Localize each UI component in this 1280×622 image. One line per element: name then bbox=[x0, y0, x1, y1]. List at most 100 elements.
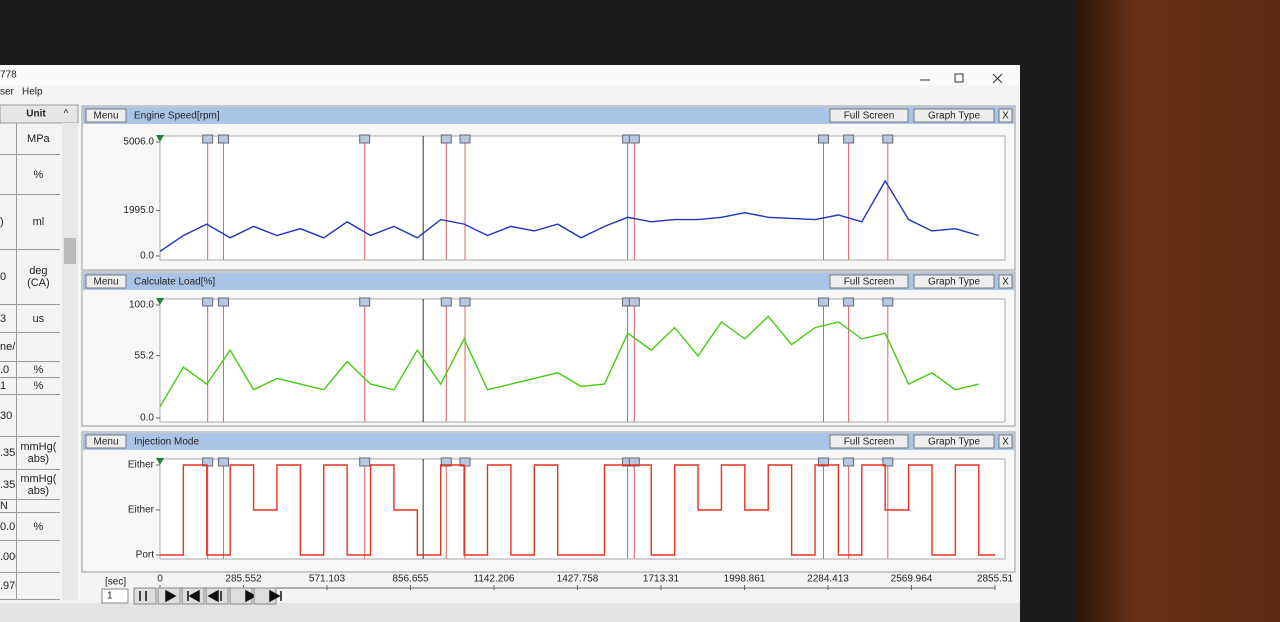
step-value[interactable]: 1 bbox=[107, 591, 113, 602]
close-panel-button[interactable] bbox=[998, 434, 1013, 449]
table-row: ) ml bbox=[0, 195, 60, 250]
table-row: .970 bbox=[0, 573, 60, 600]
graph-type-button[interactable] bbox=[913, 274, 995, 289]
menu-button[interactable] bbox=[85, 274, 127, 289]
full-screen-label[interactable]: Full Screen bbox=[844, 111, 895, 122]
event-flag bbox=[882, 297, 894, 307]
y-tick-label: 0.0 bbox=[140, 251, 154, 262]
event-flag bbox=[843, 134, 855, 144]
title-bar bbox=[0, 65, 1020, 85]
y-tick-label: 5006.0 bbox=[123, 137, 154, 148]
playback-icon bbox=[165, 589, 177, 603]
x-tick-label: 571.103 bbox=[309, 574, 346, 585]
close-panel-label[interactable]: X bbox=[1002, 277, 1009, 288]
row-value: N bbox=[0, 500, 17, 512]
playback-icon bbox=[269, 589, 282, 603]
wall bbox=[1075, 0, 1280, 622]
full-screen-label[interactable]: Full Screen bbox=[844, 277, 895, 288]
plot-area bbox=[159, 298, 1006, 423]
table-row: 1% bbox=[0, 378, 60, 395]
row-unit: ml bbox=[32, 216, 45, 228]
row-value: .355 bbox=[0, 437, 17, 469]
row-value: 1 bbox=[0, 378, 17, 394]
row-unit: % bbox=[33, 380, 44, 392]
close-panel-button[interactable] bbox=[998, 108, 1013, 123]
graph-type-label[interactable]: Graph Type bbox=[928, 111, 981, 122]
menu-button-label[interactable]: Menu bbox=[93, 111, 118, 122]
x-axis-label: [sec] bbox=[105, 577, 126, 588]
close-panel-label[interactable]: X bbox=[1002, 437, 1009, 448]
row-unit: MPa bbox=[27, 132, 50, 145]
event-flag bbox=[628, 297, 640, 307]
start-flag bbox=[156, 458, 164, 465]
event-flag bbox=[459, 134, 471, 144]
playback-button[interactable] bbox=[133, 587, 157, 605]
plot-area bbox=[159, 458, 1006, 560]
table-header-unit: Unit bbox=[26, 109, 46, 120]
event-flag bbox=[440, 134, 452, 144]
full-screen-button[interactable] bbox=[829, 274, 909, 289]
event-flag bbox=[817, 297, 829, 307]
close-window-button[interactable] bbox=[992, 73, 1003, 84]
table-header bbox=[0, 104, 79, 124]
event-flag bbox=[359, 297, 371, 307]
menu-button-label[interactable]: Menu bbox=[93, 277, 118, 288]
close-panel-button[interactable] bbox=[998, 274, 1013, 289]
row-unit: % bbox=[33, 363, 44, 376]
x-tick-label: 2284.413 bbox=[807, 574, 849, 585]
event-flag bbox=[217, 134, 229, 144]
window-title: 778 bbox=[0, 70, 17, 81]
table-row: 0 deg (CA) bbox=[0, 250, 60, 305]
maximize-button[interactable] bbox=[954, 73, 964, 83]
table-row: 30 bbox=[0, 395, 60, 437]
event-flag bbox=[217, 457, 229, 467]
scroll-up[interactable]: ^ bbox=[64, 109, 69, 120]
menu-button[interactable] bbox=[85, 108, 127, 123]
event-flag bbox=[359, 134, 371, 144]
row-unit: mmHg( abs) bbox=[20, 472, 57, 497]
row-unit: % bbox=[33, 168, 44, 181]
row-unit: deg (CA) bbox=[27, 265, 50, 289]
table-row: ne/ ol bbox=[0, 333, 60, 362]
menu-button-label[interactable]: Menu bbox=[93, 437, 118, 448]
row-value: .355 bbox=[0, 470, 17, 499]
menu-item[interactable]: ser bbox=[0, 87, 15, 98]
close-panel-label[interactable]: X bbox=[1002, 111, 1009, 122]
y-tick-label: 100.0 bbox=[129, 300, 154, 311]
y-tick-label: 55.2 bbox=[135, 350, 155, 361]
row-unit: mmHg( abs) bbox=[20, 441, 57, 465]
event-flag bbox=[817, 134, 829, 144]
full-screen-label[interactable]: Full Screen bbox=[844, 437, 895, 448]
series-line bbox=[159, 179, 979, 253]
series-line bbox=[159, 315, 979, 408]
full-screen-button[interactable] bbox=[829, 434, 909, 449]
row-unit: % bbox=[33, 520, 44, 533]
graph-type-button[interactable] bbox=[913, 108, 995, 123]
x-tick-label: 856.655 bbox=[392, 574, 429, 585]
scroll-thumb[interactable] bbox=[64, 238, 76, 264]
graph-type-button[interactable] bbox=[913, 434, 995, 449]
event-flag bbox=[843, 457, 855, 467]
menu-button[interactable] bbox=[85, 434, 127, 449]
graph-type-label[interactable]: Graph Type bbox=[928, 437, 981, 448]
playback-icon bbox=[207, 589, 222, 603]
row-value: 30 bbox=[0, 395, 17, 436]
menu-item[interactable]: Help bbox=[22, 87, 43, 98]
event-flag bbox=[882, 134, 894, 144]
table-row: 0.0% bbox=[0, 513, 60, 541]
graph-type-label[interactable]: Graph Type bbox=[928, 277, 981, 288]
full-screen-button[interactable] bbox=[829, 108, 909, 123]
event-flag bbox=[628, 457, 640, 467]
table-row: .000 bbox=[0, 541, 60, 573]
panel-header bbox=[83, 107, 1014, 124]
table-row: % bbox=[0, 155, 60, 195]
step-spinbox[interactable] bbox=[101, 588, 129, 604]
event-flag bbox=[202, 134, 214, 144]
panel-title: Engine Speed[rpm] bbox=[134, 111, 220, 122]
event-flag bbox=[843, 297, 855, 307]
row-value bbox=[0, 123, 17, 154]
row-value: ) bbox=[0, 195, 17, 249]
row-value bbox=[0, 155, 17, 194]
event-flag bbox=[459, 297, 471, 307]
